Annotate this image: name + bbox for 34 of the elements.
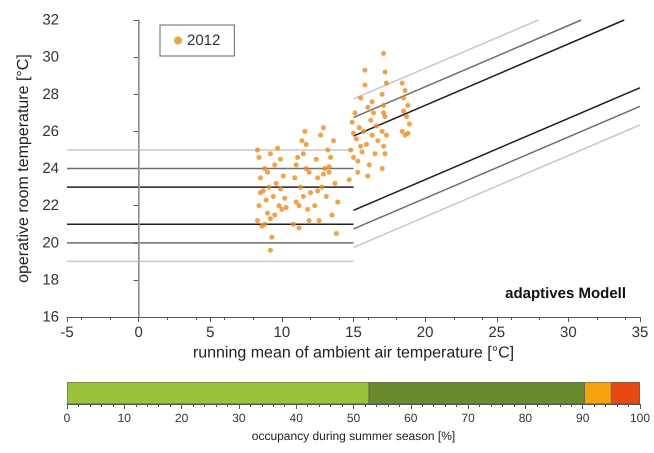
y-axis-title: operative room temperature [°C]	[14, 54, 32, 283]
x-tick-label: 15	[345, 324, 362, 342]
y-tick-label: 18	[42, 271, 59, 288]
x-tick-label: -5	[60, 324, 74, 342]
x-tick-label: 20	[174, 411, 189, 425]
x-tick-label: 60	[404, 411, 418, 425]
x-tick-label: 30	[232, 411, 246, 425]
x-tick-label: 70	[461, 411, 476, 425]
x-tick-label: 100	[630, 411, 650, 425]
x-tick-label: 30	[560, 324, 577, 342]
x-tick-label: 40	[290, 411, 304, 425]
x-tick-label: 35	[632, 324, 648, 342]
x-tick-label: 80	[518, 411, 532, 425]
x-tick-label: 20	[416, 324, 434, 342]
y-tick-label: 28	[42, 86, 59, 103]
legend-label: 2012	[187, 32, 220, 49]
y-tick-label: 20	[42, 234, 59, 252]
x-tick-label: 10	[118, 411, 132, 425]
y-tick-label: 24	[42, 160, 59, 178]
y-tick-label: 26	[42, 122, 59, 140]
x-tick-label: 0	[64, 411, 71, 425]
y-tick-label: 16	[42, 308, 59, 326]
y-tick-label: 32	[42, 12, 59, 28]
x-tick-label: 25	[488, 324, 506, 342]
x-axis-title: occupancy during summer season [%]	[252, 429, 456, 443]
y-tick-label: 30	[42, 48, 59, 66]
x-tick-label: 5	[206, 324, 214, 342]
annotation: adaptives Modell	[505, 285, 626, 302]
x-axis-title: running mean of ambient air temperature [°C]	[192, 344, 514, 362]
x-tick-label: 90	[576, 411, 590, 425]
x-tick-label: 0	[134, 324, 143, 342]
x-tick-label: 10	[274, 324, 290, 342]
x-tick-label: 50	[346, 411, 360, 425]
y-tick-label: 22	[42, 197, 59, 214]
